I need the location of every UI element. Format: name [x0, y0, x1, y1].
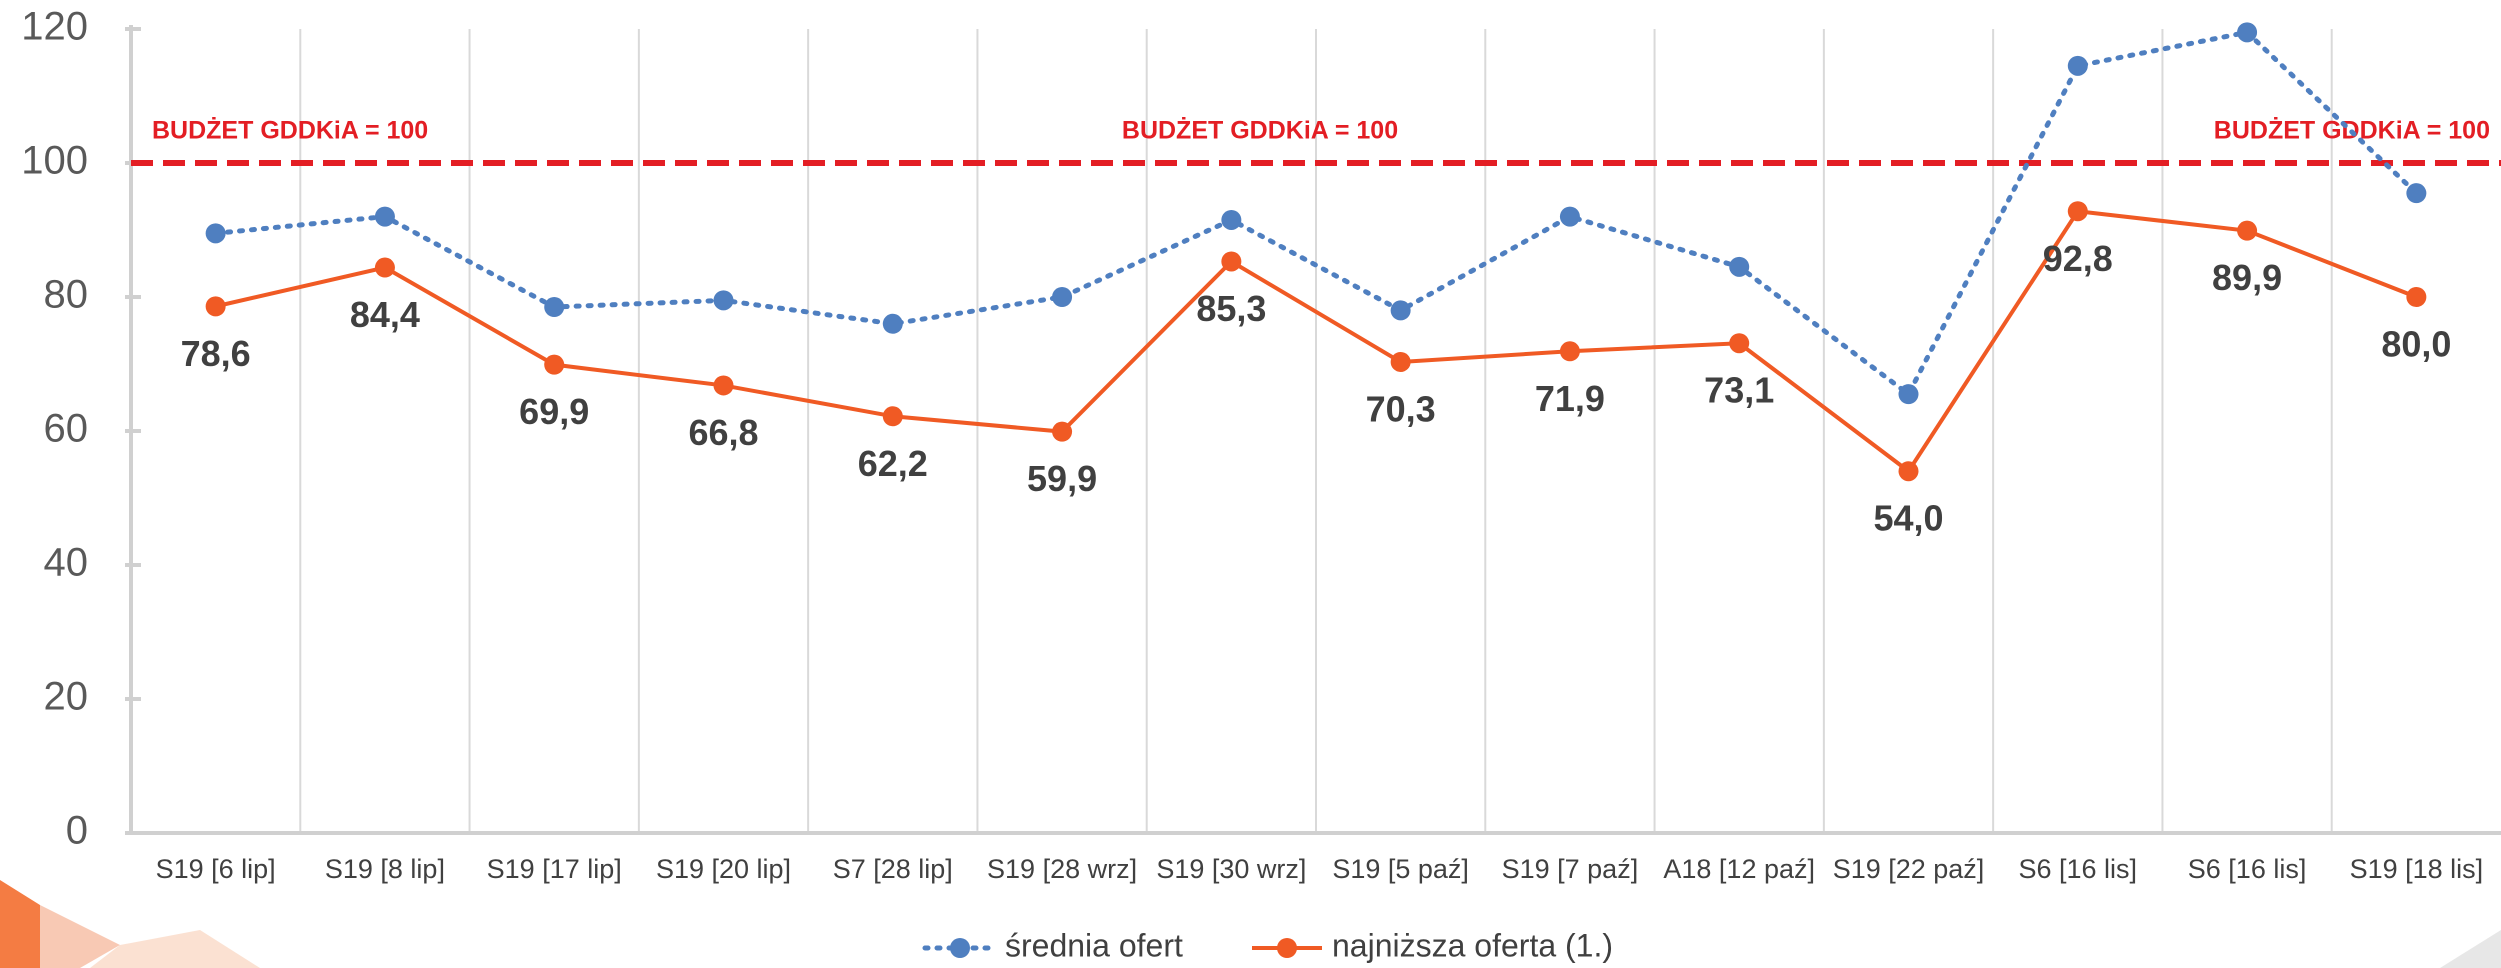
x-tick-label: S19 [22 paź] [1833, 854, 1985, 884]
x-tick-label: S19 [28 wrz] [987, 854, 1137, 884]
data-point [374, 206, 395, 227]
y-tick-label: 0 [66, 809, 88, 853]
data-label: 92,8 [2043, 238, 2113, 279]
data-point [1559, 341, 1580, 362]
legend-label: średnia ofert [1005, 927, 1183, 963]
x-tick-label: S19 [7 paź] [1502, 854, 1639, 884]
data-point [1729, 333, 1750, 354]
data-point [2237, 22, 2258, 43]
x-tick-label: S6 [16 lis] [2188, 854, 2307, 884]
legend-marker [950, 938, 970, 958]
decoration [0, 880, 2501, 968]
data-point [374, 257, 395, 278]
y-tick-label: 20 [44, 675, 89, 719]
data-point [713, 290, 734, 311]
data-label: 59,9 [1027, 458, 1097, 499]
x-tick-label: A18 [12 paź] [1663, 854, 1815, 884]
data-point [2237, 220, 2258, 241]
data-label: 69,9 [519, 391, 589, 432]
data-label: 84,4 [350, 294, 420, 335]
data-point [1052, 287, 1073, 307]
data-point [1729, 256, 1750, 277]
data-label: 54,0 [1873, 498, 1943, 539]
data-point [2067, 55, 2088, 76]
data-point [1898, 461, 1919, 482]
data-point [544, 297, 565, 318]
y-tick-label: 80 [44, 273, 89, 317]
data-point [205, 223, 226, 244]
data-point [544, 354, 565, 375]
x-tick-label: S19 [8 lip] [325, 854, 445, 884]
reference-label: BUDŻET GDDKiA = 100 [152, 117, 428, 145]
data-point [1559, 206, 1580, 227]
data-point [2406, 287, 2427, 307]
data-label: 66,8 [688, 412, 758, 453]
data-label: 85,3 [1196, 288, 1266, 329]
y-tick-label: 100 [21, 139, 88, 183]
data-label: 73,1 [1704, 370, 1774, 411]
series-line [213, 29, 2419, 398]
data-point [2406, 183, 2427, 204]
data-point [1052, 421, 1073, 442]
y-tick-label: 40 [44, 541, 89, 585]
x-tick-label: S6 [16 lis] [2019, 854, 2138, 884]
data-point [882, 313, 903, 334]
x-tick-label: S19 [30 wrz] [1156, 854, 1306, 884]
data-point [882, 406, 903, 427]
x-tick-label: S19 [20 lip] [656, 854, 791, 884]
data-point [1390, 300, 1411, 321]
y-tick-label: 120 [21, 5, 88, 49]
data-label: 62,2 [858, 443, 928, 484]
data-label: 71,9 [1535, 378, 1605, 419]
data-label: 70,3 [1366, 389, 1436, 430]
series-line [215, 209, 2418, 475]
data-point [2067, 201, 2088, 222]
legend-label: najniższa oferta (1.) [1332, 927, 1613, 963]
x-tick-label: S19 [6 lip] [156, 854, 276, 884]
data-label: 89,9 [2212, 257, 2282, 298]
data-label: 78,6 [181, 333, 251, 374]
x-tick-label: S19 [5 paź] [1332, 854, 1469, 884]
data-point [205, 296, 226, 317]
data-point [1898, 384, 1919, 405]
data-point [1221, 251, 1242, 272]
y-tick-label: 60 [44, 407, 89, 451]
data-point [713, 375, 734, 396]
legend-marker [1277, 938, 1297, 958]
x-tick-label: S7 [28 lip] [833, 854, 953, 884]
data-point [1221, 209, 1242, 230]
data-point [1390, 351, 1411, 372]
reference-label: BUDŻET GDDKiA = 100 [1122, 117, 1398, 145]
x-tick-label: S19 [18 lis] [2350, 854, 2484, 884]
x-tick-label: S19 [17 lip] [487, 854, 622, 884]
data-label: 80,0 [2381, 324, 2451, 365]
